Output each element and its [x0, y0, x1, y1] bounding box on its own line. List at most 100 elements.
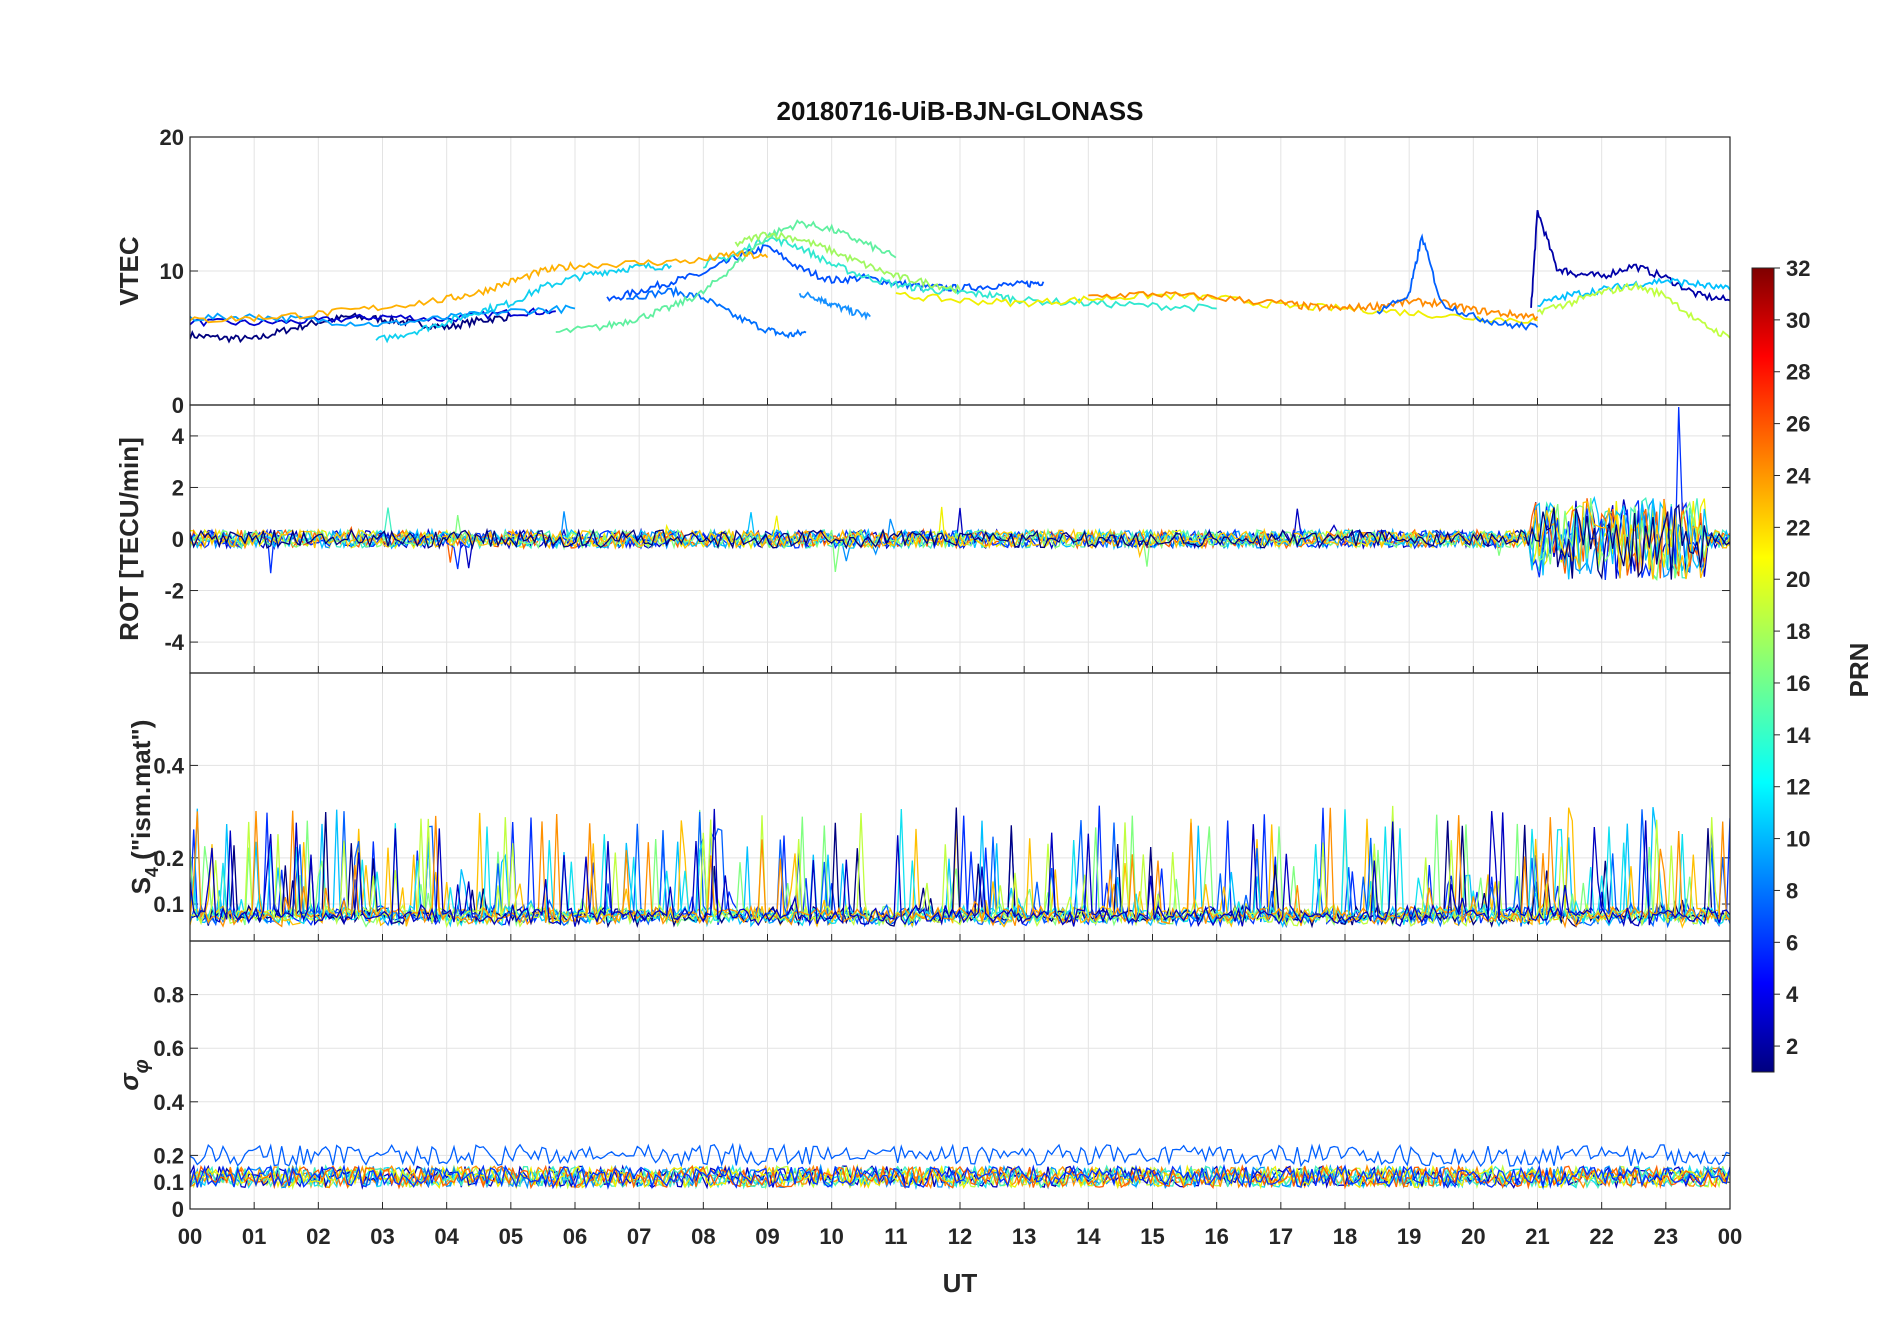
y-axis-label: S4 ("ism.mat")	[126, 720, 162, 895]
chart-title: 20180716-UiB-BJN-GLONASS	[776, 96, 1143, 126]
colorbar-tick-label: 8	[1786, 878, 1798, 903]
series-prn-11	[1537, 277, 1730, 308]
colorbar-tick-label: 12	[1786, 775, 1810, 800]
series-prn-10	[190, 304, 576, 328]
series-prn-22	[190, 249, 769, 324]
trace-sigma-0	[190, 1142, 1730, 1168]
y-axis-label: VTEC	[114, 236, 144, 306]
trace-sigma-6	[190, 1164, 1730, 1190]
y-tick-label: 20	[160, 125, 184, 150]
colorbar-tick-label: 28	[1786, 360, 1810, 385]
trace-s4-9	[190, 808, 1730, 928]
x-tick-label: 09	[755, 1224, 779, 1249]
y-tick-label: 0.2	[153, 1143, 184, 1168]
y-tick-label: 0	[172, 527, 184, 552]
y-tick-label: 10	[160, 259, 184, 284]
trace-sigma-5	[190, 1163, 1730, 1190]
x-tick-label: 06	[563, 1224, 587, 1249]
x-tick-label: 15	[1140, 1224, 1164, 1249]
panel-sigma: 00.10.2 0.4 0.6 0.8 σφ	[114, 940, 1731, 1222]
y-tick-label: 0.2	[153, 846, 184, 871]
series-prn-3	[190, 307, 556, 328]
colorbar-tick-label: 2	[1786, 1034, 1798, 1059]
colorbar-tick-label: 4	[1786, 982, 1799, 1007]
colorbar-tick-label: 14	[1786, 723, 1811, 748]
plot-area-vtec	[190, 210, 1730, 344]
y-tick-label: 0.4	[153, 1090, 184, 1115]
x-tick-label: 07	[627, 1224, 651, 1249]
x-tick-label: 18	[1333, 1224, 1357, 1249]
y-tick-label: -2	[164, 579, 184, 604]
y-tick-label: 0	[172, 393, 184, 418]
trace-s4-7	[190, 805, 1730, 929]
series-prn-2	[1530, 210, 1730, 308]
series-prn-9	[798, 291, 871, 321]
x-tick-label: 13	[1012, 1224, 1036, 1249]
plot-area-rot	[190, 406, 1730, 581]
x-tick-label: 22	[1589, 1224, 1613, 1249]
x-tick-label: 00	[1718, 1224, 1742, 1249]
plot-area-s4	[190, 805, 1730, 929]
x-tick-label: 21	[1525, 1224, 1549, 1249]
y-tick-label: 0.4	[153, 753, 184, 778]
series-prn-18	[1536, 281, 1730, 339]
x-tick-label: 08	[691, 1224, 715, 1249]
y-tick-label: -4	[164, 630, 184, 655]
panel-s4: 0.1 0.2 0.4S4 ("ism.mat")	[126, 672, 1731, 942]
trace-sigma-9	[190, 1163, 1730, 1190]
colorbar-tick-label: 30	[1786, 308, 1810, 333]
y-tick-label: 0.1	[153, 892, 184, 917]
x-tick-label: 00	[178, 1224, 202, 1249]
x-tick-label: 04	[434, 1224, 459, 1249]
x-tick-label: 23	[1654, 1224, 1678, 1249]
colorbar-tick-label: 24	[1786, 463, 1811, 488]
x-tick-label: 01	[242, 1224, 266, 1249]
series-prn-23	[1088, 291, 1539, 322]
colorbar-tick-label: 26	[1786, 412, 1810, 437]
x-tick-label: 10	[819, 1224, 843, 1249]
colorbar-tick-label: 18	[1786, 619, 1810, 644]
x-tick-labels: 00 01 02 03 04 05 06 07 08 09 10 11 12 13 14 15 16 17 18 19…	[178, 1224, 1742, 1249]
series-prn-12	[375, 261, 672, 344]
x-tick-label: 16	[1204, 1224, 1228, 1249]
series-prn-7	[1376, 233, 1539, 331]
series-prn-6	[606, 244, 1045, 302]
y-tick-label: 0.6	[153, 1036, 184, 1061]
x-tick-label: 03	[370, 1224, 394, 1249]
series-prn-15	[555, 219, 897, 334]
series-prn-17	[734, 231, 961, 294]
y-tick-label: 2	[172, 475, 184, 500]
y-tick-label: 4	[172, 424, 185, 449]
trace-s4-6	[190, 808, 1730, 927]
x-tick-label: 14	[1076, 1224, 1101, 1249]
x-tick-label: 05	[499, 1224, 523, 1249]
panel-rot: -4 -2 0 2 4 ROT [TECU/min]	[114, 404, 1731, 674]
x-tick-label: 02	[306, 1224, 330, 1249]
colorbar-tick-label: 32	[1786, 256, 1810, 281]
colorbar-tick-label: 10	[1786, 827, 1810, 852]
x-tick-label: 19	[1397, 1224, 1421, 1249]
x-tick-label: 20	[1461, 1224, 1485, 1249]
y-tick-label: 0.1	[153, 1170, 184, 1195]
y-tick-label: 0	[172, 1197, 184, 1222]
trace-sigma-8	[190, 1164, 1730, 1190]
trace-rot-9	[190, 503, 1730, 580]
colorbar-scale	[1751, 267, 1775, 1073]
colorbar-label: PRN	[1844, 643, 1874, 698]
colorbar-tick-label: 6	[1786, 930, 1798, 955]
x-tick-label: 12	[948, 1224, 972, 1249]
panel-vtec: 0 10 20 VTEC	[114, 125, 1731, 418]
colorbar-tick-label: 20	[1786, 567, 1810, 592]
x-tick-label: 17	[1269, 1224, 1293, 1249]
colorbar-tick-label: 22	[1786, 515, 1810, 540]
y-axis-label: ROT [TECU/min]	[114, 437, 144, 641]
colorbar-tick-label: 16	[1786, 671, 1810, 696]
series-prn-8	[626, 285, 807, 339]
plot-area-sigma	[190, 1142, 1730, 1191]
x-axis-label: UT	[943, 1268, 978, 1298]
y-axis-label: σφ	[114, 1059, 153, 1090]
